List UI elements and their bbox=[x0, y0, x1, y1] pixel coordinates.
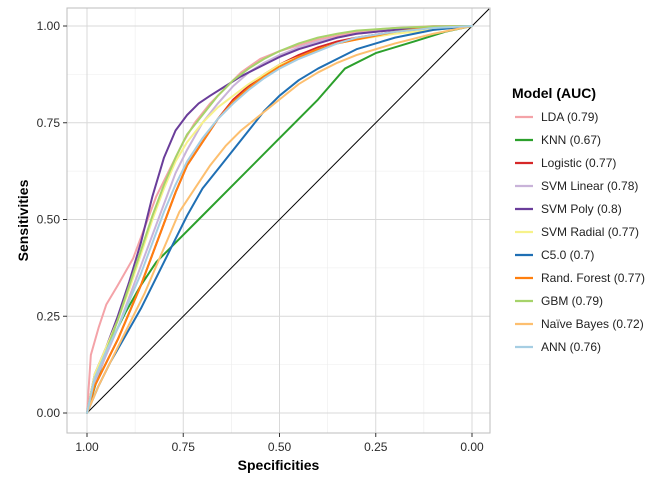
roc-curve-series-11 bbox=[86, 25, 473, 414]
x-tick-label: 0.25 bbox=[364, 440, 388, 454]
y-tick-label: 0.00 bbox=[37, 406, 61, 420]
legend-items: LDA (0.79) KNN (0.67) Logistic (0.77) SVM L… bbox=[515, 110, 645, 354]
legend: Model (AUC) LDA (0.79) KNN (0.67) Logistic… bbox=[512, 85, 645, 354]
grid-minor bbox=[67, 8, 490, 433]
roc-curve-series-5 bbox=[86, 25, 473, 414]
legend-label: Rand. Forest (0.77) bbox=[541, 271, 645, 285]
y-tick-label: 0.50 bbox=[37, 213, 61, 227]
legend-item: SVM Linear (0.78) bbox=[515, 179, 638, 193]
x-axis: 1.00 0.75 0.50 0.25 0.00 bbox=[75, 433, 484, 454]
y-axis-title: Sensitivities bbox=[15, 179, 31, 261]
legend-label: Naïve Bayes (0.72) bbox=[541, 317, 644, 331]
legend-label: SVM Poly (0.8) bbox=[541, 202, 622, 216]
panel-border bbox=[66, 7, 491, 434]
roc-curve-series-7 bbox=[86, 25, 473, 414]
y-tick-label: 0.25 bbox=[37, 309, 61, 323]
y-tick-label: 1.00 bbox=[37, 19, 61, 33]
x-tick-label: 1.00 bbox=[75, 440, 99, 454]
legend-item: GBM (0.79) bbox=[515, 294, 603, 308]
grid-major bbox=[67, 8, 490, 433]
legend-label: C5.0 (0.7) bbox=[541, 248, 594, 262]
legend-label: LDA (0.79) bbox=[541, 110, 598, 124]
reference-diagonal-line bbox=[86, 8, 490, 414]
legend-item: LDA (0.79) bbox=[515, 110, 598, 124]
legend-item: Rand. Forest (0.77) bbox=[515, 271, 645, 285]
legend-label: SVM Linear (0.78) bbox=[541, 179, 638, 193]
legend-label: Logistic (0.77) bbox=[541, 156, 616, 170]
legend-label: KNN (0.67) bbox=[541, 133, 601, 147]
roc-curve-series-9 bbox=[86, 25, 473, 414]
legend-item: C5.0 (0.7) bbox=[515, 248, 594, 262]
x-tick-label: 0.00 bbox=[460, 440, 484, 454]
roc-curves bbox=[86, 25, 473, 414]
plot-panel bbox=[66, 7, 491, 434]
legend-item: Logistic (0.77) bbox=[515, 156, 616, 170]
legend-label: GBM (0.79) bbox=[541, 294, 603, 308]
x-axis-title: Specificities bbox=[238, 457, 320, 473]
legend-title: Model (AUC) bbox=[512, 85, 596, 101]
y-axis: 0.00 0.25 0.50 0.75 1.00 bbox=[37, 19, 67, 420]
x-tick-label: 0.50 bbox=[268, 440, 292, 454]
legend-item: SVM Radial (0.77) bbox=[515, 225, 639, 239]
legend-item: ANN (0.76) bbox=[515, 340, 601, 354]
legend-item: Naïve Bayes (0.72) bbox=[515, 317, 644, 331]
legend-item: KNN (0.67) bbox=[515, 133, 601, 147]
x-tick-label: 0.75 bbox=[172, 440, 196, 454]
legend-label: SVM Radial (0.77) bbox=[541, 225, 639, 239]
legend-item: SVM Poly (0.8) bbox=[515, 202, 622, 216]
legend-label: ANN (0.76) bbox=[541, 340, 601, 354]
y-tick-label: 0.75 bbox=[37, 116, 61, 130]
roc-curve-series-10 bbox=[86, 25, 473, 414]
